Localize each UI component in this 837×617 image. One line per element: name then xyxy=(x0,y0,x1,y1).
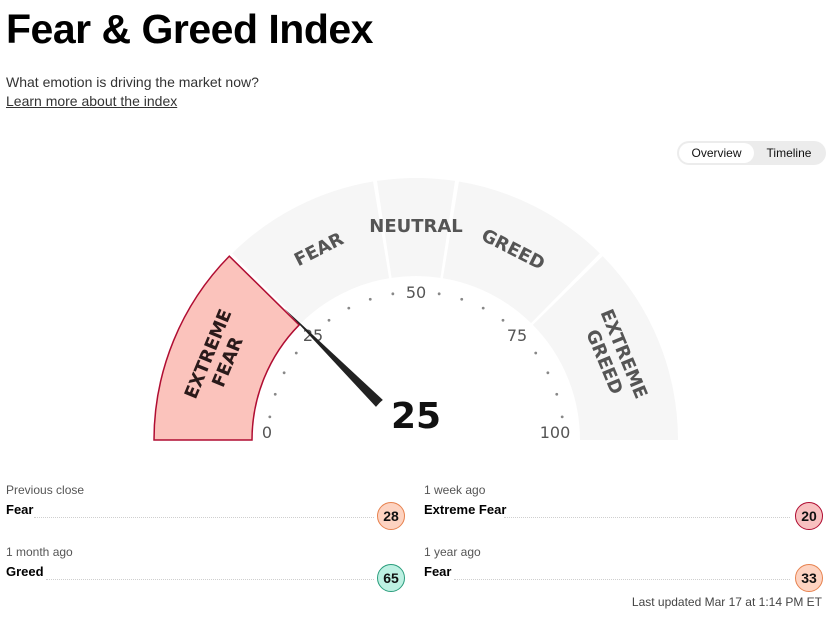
divider xyxy=(454,579,790,580)
divider xyxy=(34,517,374,518)
gauge-value: 25 xyxy=(391,396,441,437)
gauge-center-disc xyxy=(364,388,468,470)
divider xyxy=(504,517,790,518)
history-status: Extreme Fear xyxy=(424,502,507,517)
scale-tick-dot xyxy=(546,371,550,375)
history-status: Fear xyxy=(6,502,34,517)
scale-tick-dot xyxy=(460,297,464,301)
scale-tick-dot xyxy=(560,415,564,419)
page-subtitle: What emotion is driving the market now? xyxy=(6,74,259,90)
scale-label-50: 50 xyxy=(406,283,426,302)
history-badge: 20 xyxy=(795,502,823,530)
history-status: Fear xyxy=(424,564,452,579)
history-1-year-ago: 1 year ago Fear 33 xyxy=(424,545,824,595)
scale-tick-dot xyxy=(268,415,272,419)
timeline-toggle-button[interactable]: Timeline xyxy=(766,146,812,160)
history-badge: 65 xyxy=(377,564,405,592)
scale-tick-dot xyxy=(501,318,505,322)
scale-tick-dot xyxy=(294,351,298,355)
scale-tick-dot xyxy=(273,392,277,396)
gauge-segment-greed xyxy=(442,181,600,324)
history-status: Greed xyxy=(6,564,44,579)
divider xyxy=(46,579,374,580)
history-1-month-ago: 1 month ago Greed 65 xyxy=(6,545,406,595)
scale-tick-dot xyxy=(368,297,372,301)
scale-tick-dot xyxy=(282,371,286,375)
history-badge: 28 xyxy=(377,502,405,530)
scale-label-100: 100 xyxy=(540,423,571,442)
scale-tick-dot xyxy=(555,392,559,396)
gauge-segment-extreme-fear xyxy=(153,255,301,441)
scale-tick-dot xyxy=(327,318,331,322)
history-1-week-ago: 1 week ago Extreme Fear 20 xyxy=(424,483,824,533)
scale-tick-dot xyxy=(347,306,351,310)
learn-more-link[interactable]: Learn more about the index xyxy=(6,93,178,109)
gauge-segment-fear xyxy=(232,181,390,324)
history-label: 1 month ago xyxy=(6,545,73,559)
overview-toggle-button[interactable]: Overview xyxy=(679,143,754,163)
scale-tick-dot xyxy=(391,292,395,296)
history-label: 1 year ago xyxy=(424,545,481,559)
history-badge: 33 xyxy=(795,564,823,592)
history-label: Previous close xyxy=(6,483,85,497)
gauge-needle xyxy=(284,308,386,410)
segment-label-neutral: NEUTRAL xyxy=(369,216,463,237)
gauge-segment-neutral xyxy=(376,178,456,278)
svg-text:NEUTRAL: NEUTRAL xyxy=(369,216,463,237)
scale-tick-dot xyxy=(481,306,485,310)
scale-tick-dot xyxy=(437,292,441,296)
view-toggle: Overview Timeline xyxy=(677,141,826,165)
last-updated: Last updated Mar 17 at 1:14 PM ET xyxy=(631,595,822,609)
scale-tick-dot xyxy=(534,351,538,355)
history-label: 1 week ago xyxy=(424,483,486,497)
history-previous-close: Previous close Fear 28 xyxy=(6,483,406,533)
scale-label-0: 0 xyxy=(262,423,272,442)
scale-label-75: 75 xyxy=(507,326,527,345)
page-title: Fear & Greed Index xyxy=(6,6,373,52)
gauge-segment-extreme-greed xyxy=(532,256,678,440)
